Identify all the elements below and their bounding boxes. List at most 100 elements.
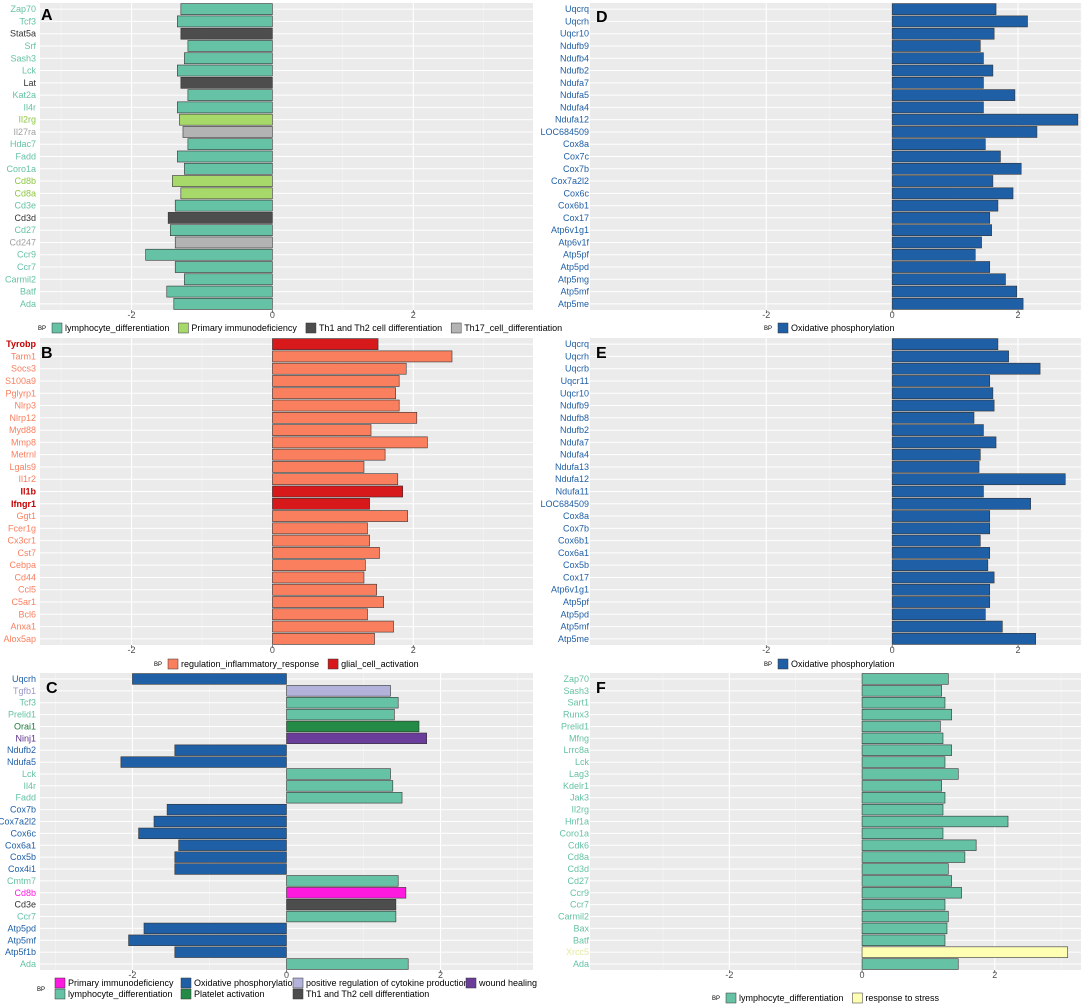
gene-label-lck: Lck xyxy=(575,757,590,767)
legend-label: glial_cell_activation xyxy=(341,659,419,669)
bar-ndufb2 xyxy=(891,424,984,436)
gene-label-il4r: Il4r xyxy=(23,781,36,791)
tick-label: 0 xyxy=(860,970,865,980)
legend-swatch xyxy=(54,988,66,1000)
bar-ccl5 xyxy=(272,583,377,596)
legend-title: BP xyxy=(712,996,720,1002)
bar-il2rg xyxy=(861,803,944,816)
gene-label-runx3: Runx3 xyxy=(563,710,589,720)
bar-uqcrb xyxy=(891,362,1041,375)
bar-cdk6 xyxy=(861,839,977,851)
bar-tgfb1 xyxy=(286,685,391,697)
bar-atp6v1g1 xyxy=(891,224,992,237)
tick-label: -2 xyxy=(128,970,136,980)
gene-label-ccr7: Ccr7 xyxy=(570,900,589,910)
bar-cox8a xyxy=(891,138,986,151)
gene-label-mmp8: Mmp8 xyxy=(11,437,36,447)
gene-label-uqcrq: Uqcrq xyxy=(565,339,589,349)
bar-ada xyxy=(861,958,959,970)
legend: BP Oxidative phosphorylation xyxy=(764,658,895,670)
gene-label-cox7b: Cox7b xyxy=(563,523,589,533)
bar-cebpa xyxy=(272,559,366,572)
gene-label-coro1a: Coro1a xyxy=(559,828,589,838)
bar-fcer1g xyxy=(272,522,368,535)
gene-label-ada: Ada xyxy=(573,959,589,969)
bar-cd3d xyxy=(167,212,273,224)
bar-lck xyxy=(177,64,273,77)
legend-swatch xyxy=(292,977,304,989)
bar-cd44 xyxy=(272,571,365,584)
bar-uqcr10 xyxy=(891,387,994,400)
gene-label-cox6c: Cox6c xyxy=(10,828,36,838)
gene-label-ndufa13: Ndufa13 xyxy=(555,462,589,472)
bar-pglyrp1 xyxy=(272,387,396,400)
tick-label: 2 xyxy=(411,310,416,320)
gene-label-atp5pf: Atp5pf xyxy=(563,597,590,607)
gene-label-lrrc8a: Lrrc8a xyxy=(563,745,589,755)
gene-label-metrnl: Metrnl xyxy=(11,450,36,460)
bar-cmtm7 xyxy=(286,875,399,887)
gene-label-xrcc5: Xrcc5 xyxy=(566,947,589,957)
legend-label: lymphocyte_differentiation xyxy=(65,323,169,333)
bar-cox6a1 xyxy=(891,547,991,559)
legend-title: BP xyxy=(37,987,45,993)
tick-label: -2 xyxy=(762,310,770,320)
gene-label-uqcrq: Uqcrq xyxy=(565,4,589,14)
gene-label-myd88: Myd88 xyxy=(9,425,36,435)
gene-label-anxa1: Anxa1 xyxy=(10,622,36,632)
gene-label-atp5me: Atp5me xyxy=(558,634,589,644)
bar-loc684509 xyxy=(891,497,1031,510)
tick-label: 0 xyxy=(270,310,275,320)
gene-label-ndufb8: Ndufb8 xyxy=(560,413,589,423)
bar-hnf1a xyxy=(861,815,1009,828)
gene-label-atp5mg: Atp5mg xyxy=(558,274,589,284)
legend-title: BP xyxy=(764,326,772,332)
bar-cd8b xyxy=(286,887,407,899)
bar-ndufa7 xyxy=(891,76,984,89)
gene-label-cox7b: Cox7b xyxy=(10,805,36,815)
legend-swatch xyxy=(305,322,317,334)
bar-carmil2 xyxy=(861,910,949,923)
bar-cd3d xyxy=(861,863,949,875)
gene-label-atp5pd: Atp5pd xyxy=(560,262,589,272)
bar-cox6c xyxy=(891,187,1014,200)
gene-label-kdelr1: Kdelr1 xyxy=(563,781,589,791)
bar-ggt1 xyxy=(272,510,408,522)
legend-swatch xyxy=(777,322,789,334)
bar-ndufb2 xyxy=(891,64,994,77)
legend-label: Oxidative phosphorylation xyxy=(791,659,895,669)
bar-fadd xyxy=(286,792,403,804)
legend: BP Primary immunodeficiency Oxidative phos… xyxy=(37,977,537,1000)
bar-sash3 xyxy=(861,685,942,697)
gene-label-lag3: Lag3 xyxy=(569,769,589,779)
legend-title: BP xyxy=(764,662,772,668)
bar-uqcr10 xyxy=(891,27,995,40)
gene-label-cox17: Cox17 xyxy=(563,213,589,223)
gene-label-cd247: Cd247 xyxy=(9,237,36,247)
legend-label: response to stress xyxy=(865,993,939,1003)
tick-label: 2 xyxy=(411,645,416,655)
bar-atp5mf xyxy=(891,620,1003,633)
legend-swatch xyxy=(327,658,339,670)
gene-label-cd3d: Cd3d xyxy=(567,864,589,874)
gene-label-kat2a: Kat2a xyxy=(12,90,36,100)
tick-label: 2 xyxy=(1016,645,1021,655)
legend-swatch xyxy=(852,992,863,1004)
bar-lat xyxy=(180,76,273,89)
bar-lgals9 xyxy=(272,461,365,473)
panel-a: Zap70 Tcf3 Stat5a Srf Sash3 Lck Lat Kat2a Il4r Il… xyxy=(5,3,562,334)
bar-uqcr11 xyxy=(891,375,991,387)
gene-label-atp6v1f: Atp6v1f xyxy=(558,237,589,247)
bar-zap70 xyxy=(861,673,949,685)
gene-label-lat: Lat xyxy=(23,78,36,88)
legend-title: BP xyxy=(38,326,46,332)
bar-il1r2 xyxy=(272,473,399,486)
gene-label-cox7b: Cox7b xyxy=(563,164,589,174)
gene-label-ndufa7: Ndufa7 xyxy=(560,78,589,88)
bar-cd3e xyxy=(286,899,397,911)
legend-label: Primary immunodeficiency xyxy=(68,978,174,988)
bar-atp5pf xyxy=(891,596,991,608)
bar-il4r xyxy=(177,101,273,114)
bar-cox6b1 xyxy=(891,534,981,547)
gene-label-c5ar1: C5ar1 xyxy=(11,597,36,607)
